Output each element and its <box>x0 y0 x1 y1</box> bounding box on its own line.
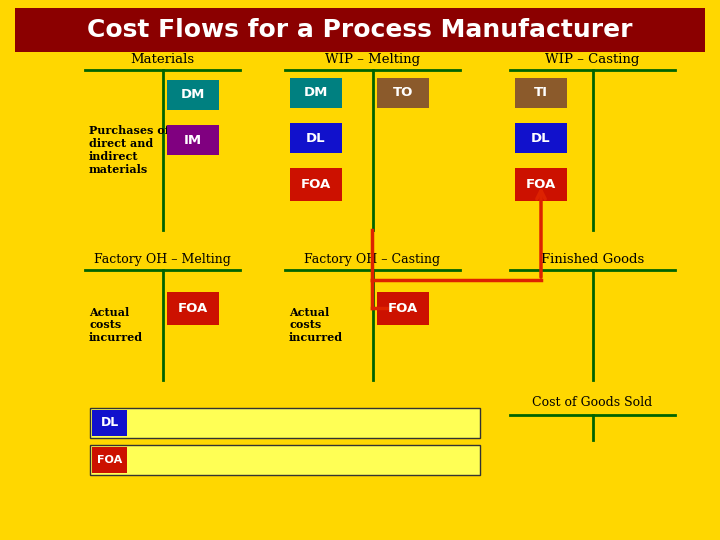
FancyBboxPatch shape <box>290 123 342 153</box>
Text: DL: DL <box>100 416 119 429</box>
FancyBboxPatch shape <box>90 445 480 475</box>
Text: FOA: FOA <box>526 178 556 191</box>
Text: Direct labor used in production: Direct labor used in production <box>134 414 414 432</box>
Text: FOA: FOA <box>301 178 331 191</box>
Text: Factory OH – Casting: Factory OH – Casting <box>305 253 441 266</box>
FancyBboxPatch shape <box>92 410 127 436</box>
Text: TO: TO <box>393 86 413 99</box>
FancyBboxPatch shape <box>167 80 219 110</box>
Text: DL: DL <box>306 132 326 145</box>
Text: DM: DM <box>181 89 205 102</box>
FancyBboxPatch shape <box>290 78 342 108</box>
FancyBboxPatch shape <box>515 168 567 201</box>
FancyBboxPatch shape <box>290 168 342 201</box>
Text: FOA: FOA <box>178 302 208 315</box>
Text: WIP – Casting: WIP – Casting <box>545 53 639 66</box>
FancyBboxPatch shape <box>167 292 219 325</box>
Text: Materials: Materials <box>130 53 194 66</box>
FancyBboxPatch shape <box>167 125 219 155</box>
Text: Factory OH – Melting: Factory OH – Melting <box>94 253 231 266</box>
Text: DL: DL <box>531 132 551 145</box>
Text: Purchases of
direct and
indirect
materials: Purchases of direct and indirect materia… <box>89 125 169 175</box>
Text: Finished Goods: Finished Goods <box>541 253 644 266</box>
Text: Factory overhead applied: Factory overhead applied <box>134 451 363 469</box>
Text: WIP – Melting: WIP – Melting <box>325 53 420 66</box>
FancyBboxPatch shape <box>377 292 429 325</box>
FancyBboxPatch shape <box>92 447 127 473</box>
Text: IM: IM <box>184 133 202 146</box>
Text: Cost Flows for a Process Manufacturer: Cost Flows for a Process Manufacturer <box>87 18 633 42</box>
FancyBboxPatch shape <box>15 8 705 52</box>
Text: FOA: FOA <box>97 455 122 465</box>
FancyBboxPatch shape <box>515 78 567 108</box>
Text: Cost of Goods Sold: Cost of Goods Sold <box>532 396 652 409</box>
Text: Actual
costs
incurred: Actual costs incurred <box>289 307 343 343</box>
Text: TI: TI <box>534 86 548 99</box>
Text: DM: DM <box>304 86 328 99</box>
FancyBboxPatch shape <box>90 408 480 438</box>
Text: FOA: FOA <box>388 302 418 315</box>
FancyBboxPatch shape <box>515 123 567 153</box>
FancyBboxPatch shape <box>377 78 429 108</box>
Text: Actual
costs
incurred: Actual costs incurred <box>89 307 143 343</box>
